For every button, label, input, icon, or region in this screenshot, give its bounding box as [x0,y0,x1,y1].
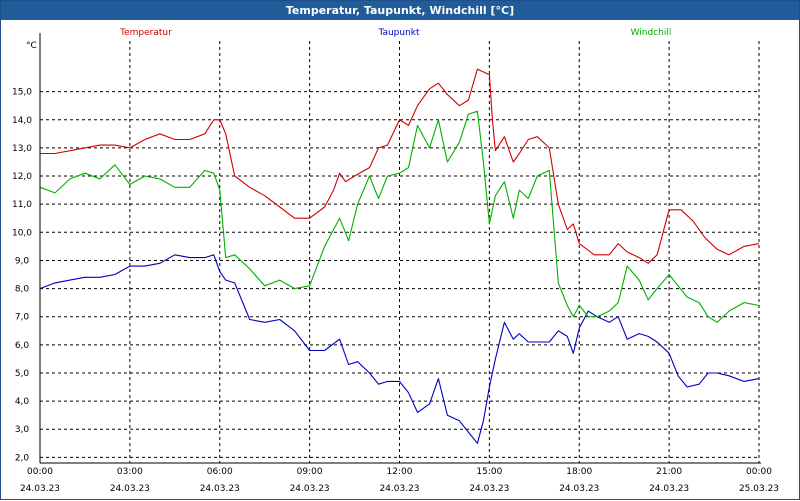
y-tick-label: 9,0 [15,256,30,266]
x-tick-time: 18:00 [566,467,592,477]
series-line-temperatur [40,68,760,264]
x-tick-time: 21:00 [656,467,682,477]
series-line-windchill [39,110,760,323]
y-tick-label: 12,0 [12,172,32,182]
grid [40,41,760,463]
series-lines [39,68,760,444]
x-tick-time: 00:00 [746,467,772,477]
x-tick-time: 00:00 [27,467,53,477]
x-tick-date: 24.03.23 [469,484,509,494]
x-tick-time: 06:00 [207,467,233,477]
y-tick-label: 10,0 [12,228,32,238]
x-tick-date: 25.03.23 [739,484,779,494]
y-tick-label: 15,0 [12,88,32,98]
x-tick-date: 24.03.23 [110,484,150,494]
x-tick-time: 15:00 [476,467,502,477]
y-tick-label: 4,0 [15,397,30,407]
legend: Temperatur Taupunkt Windchill [119,28,671,38]
y-tick-label: 3,0 [15,425,30,435]
x-tick-date: 24.03.23 [559,484,599,494]
chart-area: 2,0 3,0 4,0 5,0 6,0 7,0 8,0 9,0 10,0 11,0 12,0 13,0… [12,28,779,494]
axes [39,33,761,464]
y-tick-label: 8,0 [15,285,30,295]
y-tick-label: 7,0 [15,313,30,323]
y-tick-label: 11,0 [12,200,32,210]
y-tick-label: 14,0 [12,116,32,126]
y-tick-label: 13,0 [12,144,32,154]
y-tick-label: 5,0 [15,369,30,379]
window-title: Temperatur, Taupunkt, Windchill [°C] [1,1,799,20]
tick-labels: 2,0 3,0 4,0 5,0 6,0 7,0 8,0 9,0 10,0 11,0 12,0 13,0… [12,41,779,494]
legend-temperatur: Temperatur [119,28,172,38]
y-axis-label: °C [26,41,37,51]
x-tick-date: 24.03.23 [20,484,60,494]
legend-taupunkt: Taupunkt [377,28,420,38]
x-tick-date: 24.03.23 [649,484,689,494]
legend-windchill: Windchill [631,28,672,38]
x-tick-time: 12:00 [387,467,413,477]
series-line-taupunkt [39,254,760,444]
x-tick-date: 24.03.23 [379,484,419,494]
x-tick-time: 03:00 [117,467,143,477]
y-tick-label: 6,0 [15,341,30,351]
x-tick-date: 24.03.23 [200,484,240,494]
x-tick-time: 09:00 [297,467,323,477]
y-tick-label: 2,0 [15,453,30,463]
x-tick-date: 24.03.23 [290,484,330,494]
